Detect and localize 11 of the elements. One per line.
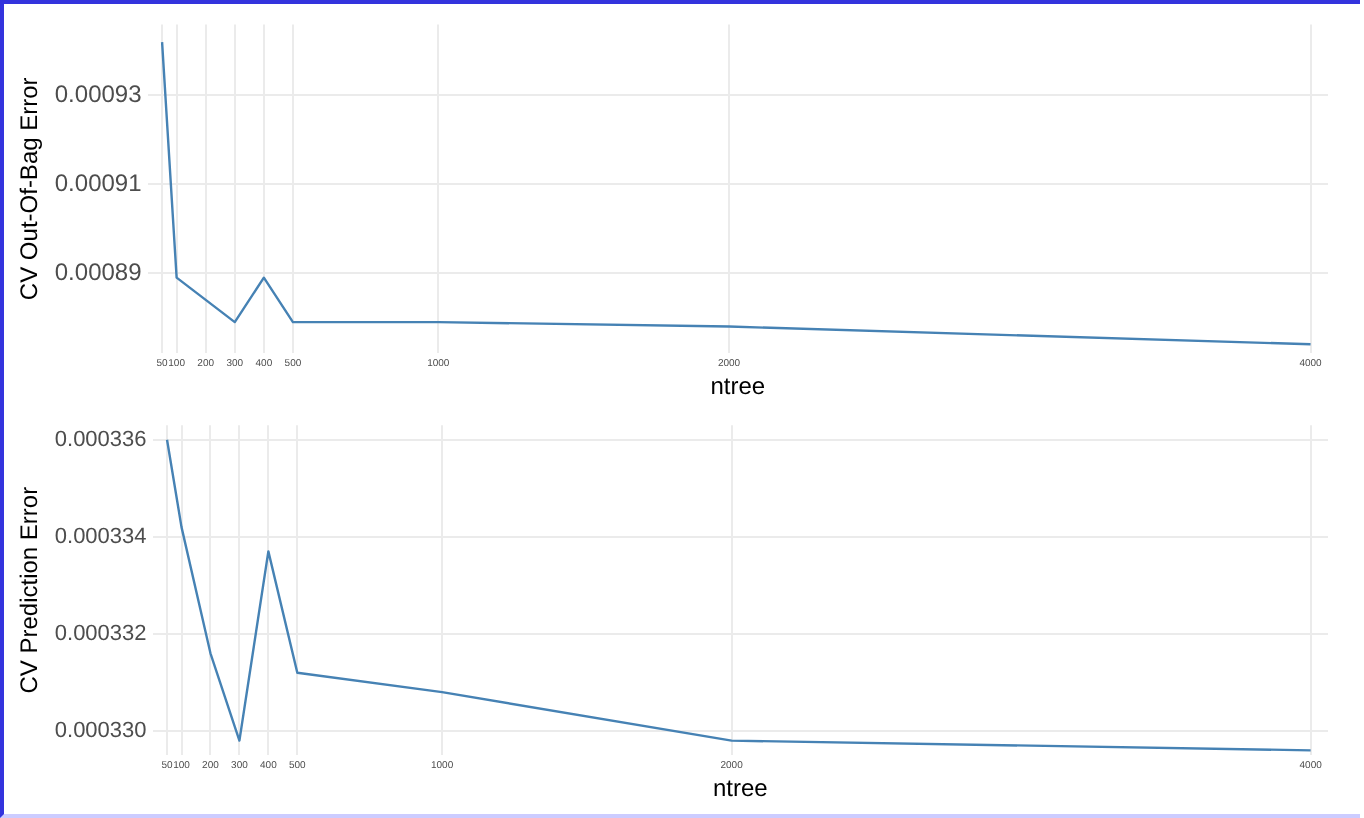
y-tick-label: 0.00093 <box>54 80 143 109</box>
y-tick-label: 0.000332 <box>54 621 147 646</box>
y-tick-label: 0.00091 <box>54 168 143 197</box>
y-tick-label: 0.000336 <box>54 427 147 452</box>
y-tick-label: 0.00089 <box>54 257 143 286</box>
x-axis-title: ntree <box>710 372 766 401</box>
y-tick-label: 0.000330 <box>54 719 147 743</box>
y-axis-title: CV Out-Of-Bag Error <box>15 77 44 301</box>
y-axis-title: CV Prediction Error <box>15 486 44 694</box>
x-axis-title: ntree <box>712 774 769 803</box>
y-tick-label: 0.000334 <box>54 524 147 549</box>
